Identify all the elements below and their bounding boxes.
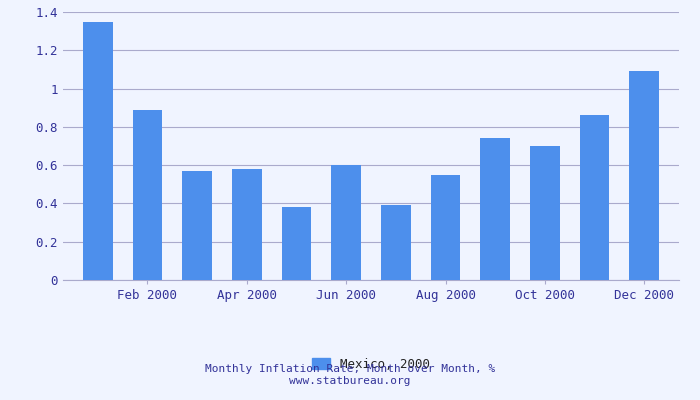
Bar (430, 175, 461, 280)
Bar (281, 207, 312, 280)
Bar (182, 171, 212, 280)
Bar (629, 71, 659, 280)
Bar (83, 22, 113, 280)
Bar (381, 205, 411, 280)
Legend: Mexico, 2000: Mexico, 2000 (307, 352, 435, 376)
Bar (232, 169, 262, 280)
Bar (580, 115, 610, 280)
Bar (480, 138, 510, 280)
Bar (132, 110, 162, 280)
Text: www.statbureau.org: www.statbureau.org (289, 376, 411, 386)
Bar (331, 165, 361, 280)
Bar (530, 146, 560, 280)
Text: Monthly Inflation Rate, Month over Month, %: Monthly Inflation Rate, Month over Month… (205, 364, 495, 374)
